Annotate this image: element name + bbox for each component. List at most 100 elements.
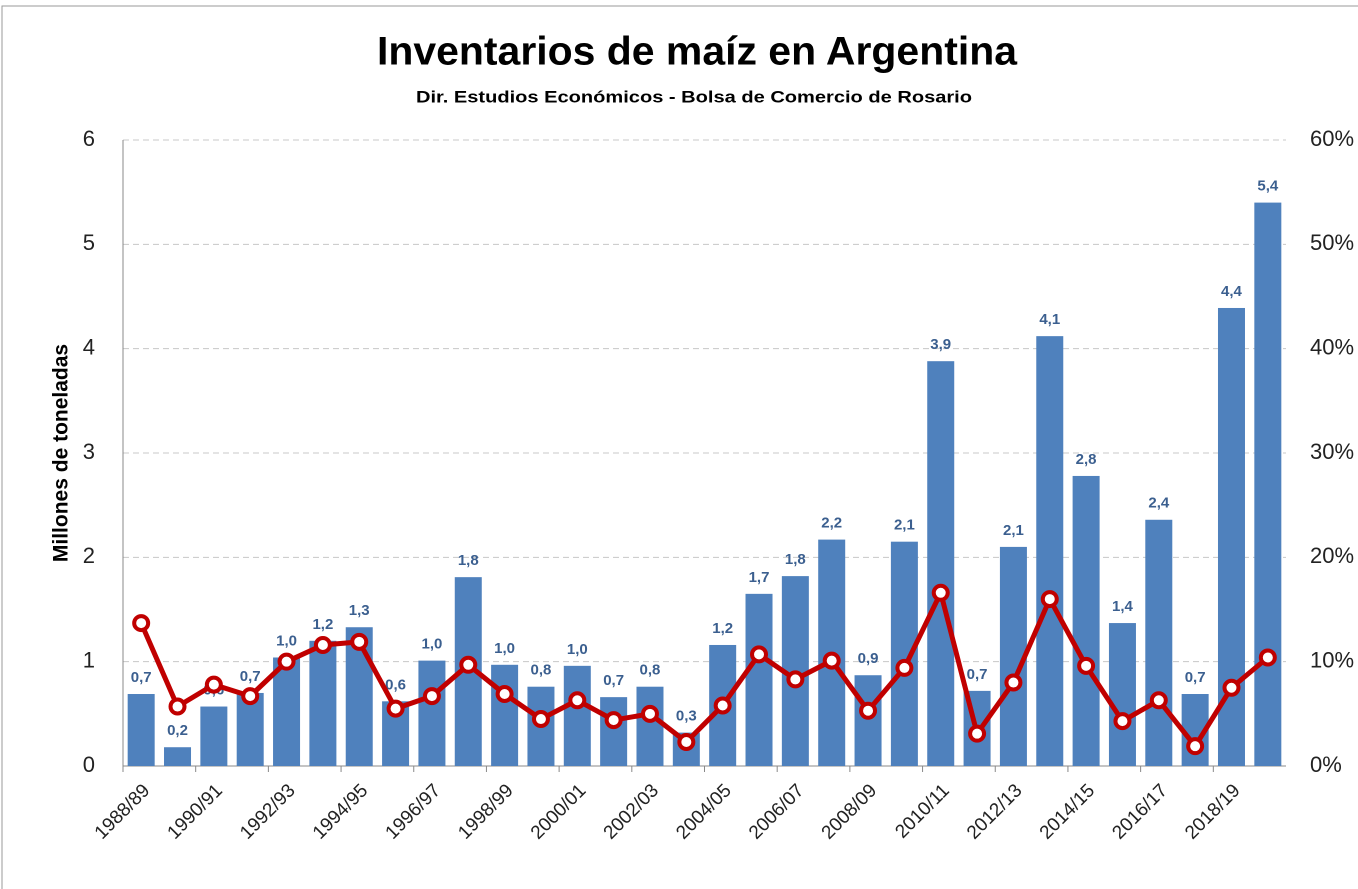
bar xyxy=(418,660,446,766)
line-marker xyxy=(822,651,841,670)
line-marker xyxy=(531,710,550,729)
bar xyxy=(1072,475,1100,766)
bar xyxy=(127,694,155,766)
bar xyxy=(1145,519,1173,766)
data-label: 0,7 xyxy=(967,666,988,683)
line-marker xyxy=(386,699,405,718)
line-marker xyxy=(1113,712,1132,731)
data-label: 2,1 xyxy=(894,517,915,534)
line-marker xyxy=(241,687,260,706)
data-label: 1,0 xyxy=(494,640,515,657)
data-label: 0,7 xyxy=(603,672,624,689)
data-label: 0,7 xyxy=(1185,669,1206,686)
line-marker xyxy=(604,711,623,730)
line-marker xyxy=(459,655,478,674)
data-label: 0,6 xyxy=(385,676,406,693)
line-marker xyxy=(313,635,332,654)
data-label: 1,2 xyxy=(312,616,333,633)
data-label: 1,3 xyxy=(349,602,370,619)
bar xyxy=(1217,307,1245,766)
bar xyxy=(236,692,264,766)
line-marker xyxy=(1258,648,1277,667)
data-label: 0,2 xyxy=(167,722,188,739)
line-marker xyxy=(1004,673,1023,692)
y2-tick-label: 10% xyxy=(1310,647,1354,672)
data-label: 2,4 xyxy=(1148,495,1170,512)
data-label: 2,1 xyxy=(1003,522,1024,539)
bar xyxy=(273,657,301,766)
bar xyxy=(563,665,591,766)
line-marker xyxy=(132,614,151,633)
data-label: 0,8 xyxy=(640,662,661,679)
data-label: 1,2 xyxy=(712,620,733,637)
y-axis-label: Millones de toneladas xyxy=(50,344,73,562)
data-label: 5,4 xyxy=(1257,178,1279,195)
line-marker xyxy=(204,675,223,694)
y-tick-label: 6 xyxy=(83,126,95,151)
line-marker xyxy=(677,733,696,752)
line-marker xyxy=(786,670,805,689)
line-marker xyxy=(168,697,187,716)
bar xyxy=(600,697,628,766)
bar xyxy=(309,640,337,766)
line-marker xyxy=(1222,678,1241,697)
y-tick-label: 3 xyxy=(83,439,95,464)
bar xyxy=(200,706,228,766)
line-marker xyxy=(568,691,587,710)
bar xyxy=(1036,336,1064,766)
y-tick-label: 5 xyxy=(83,230,95,255)
data-label: 4,4 xyxy=(1221,283,1243,300)
bar xyxy=(745,593,773,766)
data-label: 2,8 xyxy=(1076,451,1097,468)
chart-title: Inventarios de maíz en Argentina xyxy=(377,30,1018,74)
data-label: 1,0 xyxy=(567,641,588,658)
data-label: 1,0 xyxy=(276,632,297,649)
line-marker xyxy=(1077,656,1096,675)
y-tick-label: 1 xyxy=(83,647,95,672)
data-label: 0,8 xyxy=(531,662,552,679)
data-label: 1,7 xyxy=(749,569,770,586)
y-tick-label: 0 xyxy=(83,752,95,777)
line-marker xyxy=(895,658,914,677)
bar xyxy=(636,686,664,766)
data-label: 0,7 xyxy=(240,668,261,685)
data-label: 4,1 xyxy=(1039,311,1060,328)
line-marker xyxy=(640,704,659,723)
line-marker xyxy=(859,701,878,720)
bar xyxy=(1108,623,1136,766)
line-marker xyxy=(1149,691,1168,710)
line-marker xyxy=(422,687,441,706)
y2-tick-label: 50% xyxy=(1310,230,1354,255)
line-marker xyxy=(968,724,987,743)
data-label: 2,2 xyxy=(821,515,842,532)
data-label: 1,8 xyxy=(785,551,806,568)
bar xyxy=(1254,202,1282,767)
bar xyxy=(854,675,882,766)
y-tick-label: 4 xyxy=(83,334,95,359)
line-marker xyxy=(277,652,296,671)
y2-tick-label: 30% xyxy=(1310,439,1354,464)
data-label: 1,0 xyxy=(421,636,442,653)
line-marker xyxy=(495,685,514,704)
data-label: 1,8 xyxy=(458,552,479,569)
line-marker xyxy=(1040,590,1059,609)
line-marker xyxy=(713,696,732,715)
data-label: 0,3 xyxy=(676,708,697,725)
line-marker xyxy=(750,645,769,664)
y2-tick-label: 60% xyxy=(1310,126,1354,151)
line-marker xyxy=(350,632,369,651)
y2-tick-label: 0% xyxy=(1310,752,1342,777)
bar xyxy=(927,361,955,766)
data-label: 0,7 xyxy=(131,669,152,686)
y-tick-label: 2 xyxy=(83,543,95,568)
data-label: 3,9 xyxy=(930,336,951,353)
bar xyxy=(491,664,519,766)
y2-tick-label: 20% xyxy=(1310,543,1354,568)
bar xyxy=(164,747,192,766)
data-label: 0,9 xyxy=(858,650,879,667)
data-label: 1,4 xyxy=(1112,598,1134,615)
line-marker xyxy=(931,583,950,602)
y2-tick-label: 40% xyxy=(1310,334,1354,359)
line-marker xyxy=(1186,737,1205,756)
